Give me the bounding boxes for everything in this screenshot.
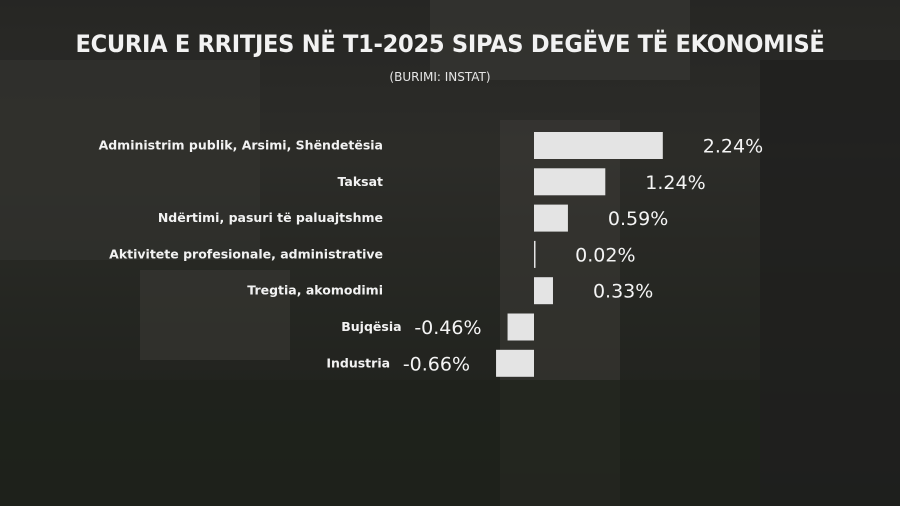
- category-label: Aktivitete profesionale, administrative: [109, 246, 383, 261]
- bar-7: [496, 349, 534, 377]
- value-label: -0.66%: [403, 353, 470, 375]
- category-label: Bujqësia: [341, 319, 401, 334]
- bar-5: [534, 277, 553, 305]
- value-label: 0.02%: [575, 244, 635, 266]
- value-label: 0.33%: [593, 281, 653, 303]
- category-label: Tregtia, akomodimi: [247, 283, 383, 298]
- bar-6: [507, 313, 534, 341]
- chart-subtitle: (BURIMI: INSTAT): [389, 70, 491, 84]
- value-label: 2.24%: [703, 136, 763, 158]
- value-label: 0.59%: [608, 208, 668, 230]
- chart-title: ECURIA E RRITJES NË T1-2025 SIPAS DEGËVE…: [75, 30, 825, 58]
- bar-2: [534, 168, 606, 196]
- category-label: Administrim publik, Arsimi, Shëndetësia: [99, 138, 383, 153]
- category-label: Taksat: [337, 174, 383, 189]
- category-label: Industria: [326, 355, 390, 370]
- value-label: -0.46%: [414, 317, 481, 339]
- category-label: Ndërtimi, pasuri të paluajtshme: [158, 210, 383, 225]
- bar-3: [534, 204, 568, 232]
- value-label: 1.24%: [645, 172, 705, 194]
- bar-4: [534, 240, 536, 268]
- bar-1: [534, 132, 663, 159]
